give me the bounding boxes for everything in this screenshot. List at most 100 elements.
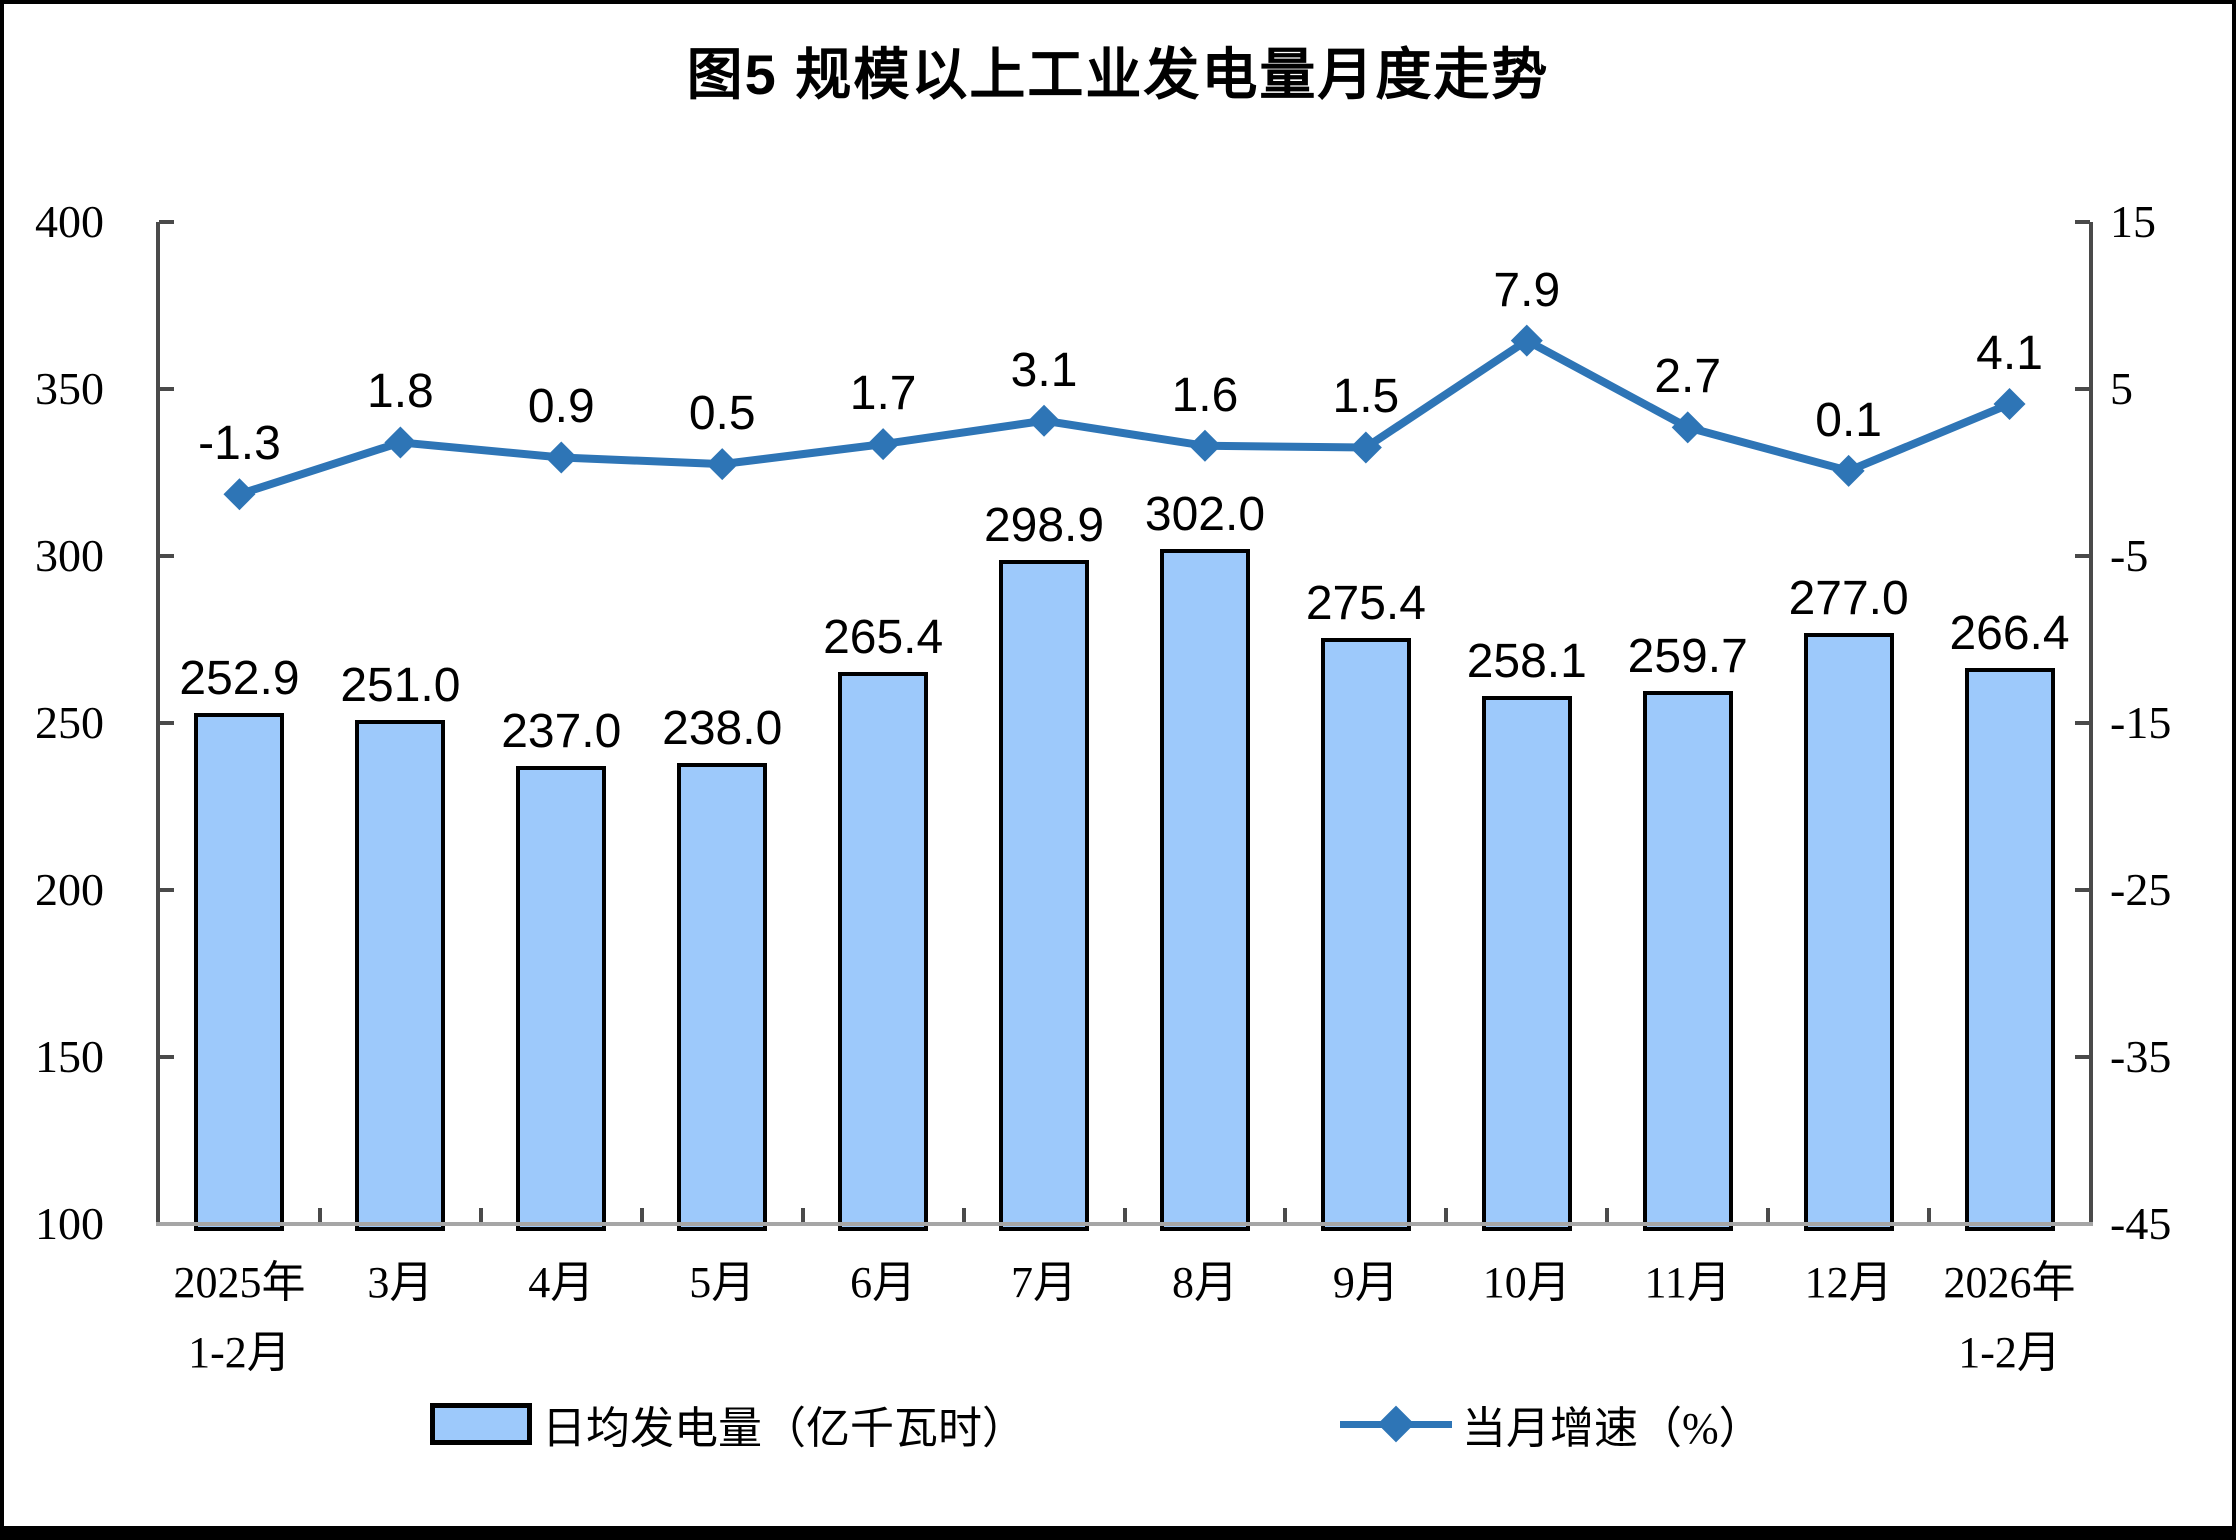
left-axis-tick-label: 200: [35, 864, 104, 915]
x-axis-tick: [961, 1208, 966, 1224]
left-axis-tick-label: 250: [35, 697, 104, 748]
x-axis-tick: [1766, 1208, 1771, 1224]
x-axis-tick: [1927, 1208, 1932, 1224]
diamond-marker-icon: [1510, 324, 1543, 357]
left-axis-tick-label: 150: [35, 1031, 104, 1082]
line-series-label: 当月增速（%）: [1462, 1404, 1763, 1453]
x-category-label: 9月: [1332, 1258, 1399, 1307]
bar-series-swatch-icon: [430, 1403, 532, 1445]
right-axis-tick: [2075, 1055, 2090, 1059]
line-value-label: 0.1: [1815, 393, 1882, 447]
x-category-label: 2026年 1-2月: [1943, 1258, 2076, 1377]
bar: [1481, 695, 1572, 1231]
right-axis-tick: [2075, 387, 2090, 391]
bar-value-label: 252.9: [179, 652, 300, 706]
diamond-marker-icon: [706, 448, 739, 481]
right-axis-tick-label: -5: [2110, 530, 2149, 581]
bar: [677, 763, 768, 1231]
bar-value-label: 266.4: [1949, 607, 2070, 661]
bar-value-label: 258.1: [1466, 634, 1587, 688]
bar-value-label: 237.0: [501, 705, 622, 759]
left-axis-tick: [159, 888, 174, 892]
x-axis-tick: [1444, 1208, 1449, 1224]
x-category-label: 4月: [528, 1258, 595, 1307]
bar: [194, 713, 285, 1231]
diamond-marker-icon: [1188, 429, 1221, 462]
left-axis-tick: [159, 387, 174, 391]
right-axis-tick-label: -45: [2110, 1198, 2172, 1249]
bar: [838, 671, 929, 1231]
line-value-label: 7.9: [1493, 263, 1561, 317]
bar: [1320, 638, 1411, 1231]
diamond-marker-icon: [1377, 1405, 1415, 1443]
x-axis-tick: [1605, 1208, 1610, 1224]
line-value-label: 4.1: [1976, 327, 2043, 381]
diamond-marker-icon: [384, 426, 417, 459]
legend-item-line-series: 当月增速（%）: [1340, 1396, 1763, 1453]
bar-value-label: 259.7: [1627, 629, 1748, 683]
right-axis-tick: [2075, 220, 2090, 224]
x-axis-tick: [1122, 1208, 1127, 1224]
x-category-label: 11月: [1644, 1258, 1731, 1307]
bar-value-label: 251.0: [340, 658, 461, 712]
x-axis-tick: [639, 1208, 644, 1224]
bar-value-label: 238.0: [662, 702, 783, 756]
bar: [1159, 549, 1250, 1231]
line-series-swatch-icon: [1340, 1405, 1452, 1443]
left-axis-tick-label: 100: [35, 1198, 104, 1249]
left-axis-tick-label: 400: [35, 196, 104, 247]
right-axis-tick-label: 15: [2110, 196, 2156, 247]
bar-series-label: 日均发电量（亿千瓦时）: [542, 1404, 1026, 1453]
diamond-marker-icon: [1832, 454, 1865, 487]
right-axis-tick-label: -25: [2110, 864, 2172, 915]
x-axis-tick: [800, 1208, 805, 1224]
y-axis-left: [156, 222, 160, 1224]
x-category-label: 12月: [1804, 1258, 1893, 1307]
diamond-marker-icon: [1349, 431, 1382, 464]
x-category-label: 8月: [1171, 1258, 1238, 1307]
x-category-label: 10月: [1482, 1258, 1571, 1307]
right-axis-tick-label: -35: [2110, 1031, 2172, 1082]
x-category-label: 5月: [689, 1258, 756, 1307]
legend-item-bar-series: 日均发电量（亿千瓦时）: [430, 1396, 1026, 1453]
left-axis-tick-label: 350: [35, 363, 104, 414]
bar: [1642, 690, 1733, 1231]
left-axis-tick: [159, 721, 174, 725]
right-axis-tick-label: 5: [2110, 363, 2133, 414]
line-value-label: 1.5: [1332, 370, 1400, 424]
left-axis-tick: [159, 220, 174, 224]
right-axis-tick: [2075, 554, 2090, 558]
left-axis-tick-label: 300: [35, 530, 104, 581]
bar-value-label: 277.0: [1788, 571, 1909, 625]
bar: [1964, 668, 2055, 1231]
x-axis-tick: [478, 1208, 483, 1224]
bar: [516, 766, 607, 1231]
diamond-marker-icon: [1671, 411, 1704, 444]
bar-value-label: 298.9: [983, 498, 1105, 552]
bar: [999, 559, 1090, 1231]
left-axis-tick: [159, 1055, 174, 1059]
x-category-label: 6月: [850, 1258, 917, 1307]
legend: 日均发电量（亿千瓦时） 当月增速（%）: [4, 1396, 2232, 1453]
x-category-label: 7月: [1011, 1258, 1078, 1307]
bar-value-label: 275.4: [1305, 577, 1426, 631]
bar: [355, 719, 446, 1231]
diamond-marker-icon: [867, 428, 900, 461]
bar: [1803, 632, 1894, 1231]
bar-value-label: 302.0: [1144, 488, 1266, 542]
chart-title: 图5 规模以上工业发电量月度走势: [686, 43, 1550, 106]
x-category-label: 3月: [367, 1258, 434, 1307]
diamond-marker-icon: [1028, 404, 1061, 437]
diamond-marker-icon: [545, 441, 578, 474]
x-axis-line: [156, 1222, 2093, 1226]
x-category-label: 2025年 1-2月: [173, 1258, 306, 1377]
left-axis-tick: [159, 554, 174, 558]
x-axis-tick: [1283, 1208, 1288, 1224]
right-axis-tick: [2075, 888, 2090, 892]
right-axis-tick: [2075, 721, 2090, 725]
diamond-marker-icon: [1993, 388, 2026, 421]
x-axis-tick: [317, 1208, 322, 1224]
bar-value-label: 265.4: [823, 610, 944, 664]
right-axis-tick-label: -15: [2110, 697, 2172, 748]
